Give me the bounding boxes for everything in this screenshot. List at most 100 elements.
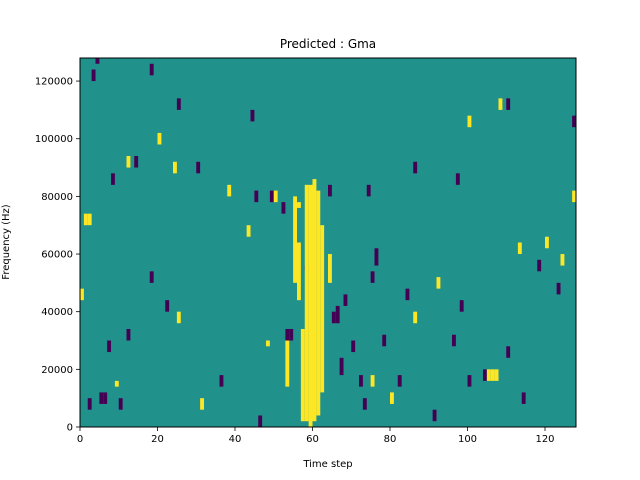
y-axis-label: Frequency (Hz) (1, 204, 12, 280)
heatmap-cell-high (413, 311, 418, 324)
heatmap-cell-high (293, 196, 298, 283)
x-tick-label: 20 (151, 434, 164, 445)
heatmap-cell-high (297, 202, 301, 208)
heatmap-cell-low (91, 69, 96, 82)
y-tick-label: 60000 (41, 250, 73, 261)
x-tick-label: 100 (458, 434, 477, 445)
heatmap-cell-low (343, 294, 348, 306)
heatmap-cell-high (390, 392, 394, 404)
heatmap-cell-low (254, 190, 259, 203)
heatmap-cell-high (285, 340, 290, 387)
heatmap-cell-low (459, 300, 464, 312)
heatmap-cell-high (300, 328, 305, 422)
heatmap-cell-low (351, 340, 356, 353)
heatmap-cell-low (176, 98, 181, 110)
heatmap-cell-high (157, 132, 162, 145)
y-tick-label: 20000 (41, 365, 73, 376)
heatmap-background (80, 58, 576, 427)
heatmap-cell-high (246, 225, 251, 237)
heatmap-cell-low (219, 375, 224, 387)
heatmap-cell-high (370, 375, 375, 387)
heatmap-cell-low (382, 334, 387, 347)
y-axis: 0 20000 40000 60000 80000 100000 120000 (35, 77, 80, 434)
heatmap-cell-low (285, 328, 290, 341)
heatmap-cell-high (467, 115, 472, 128)
heatmap-cell-low (432, 409, 437, 422)
heatmap-cell-low (359, 375, 363, 387)
heatmap-cell-low (126, 328, 131, 341)
heatmap-cell-low (366, 184, 371, 197)
heatmap-cell-low (196, 161, 201, 174)
y-tick-label: 120000 (35, 77, 73, 88)
heatmap-cell-high (308, 184, 313, 427)
heatmap-cell-high (498, 98, 503, 110)
heatmap-cell-high (560, 254, 565, 266)
heatmap-cell-high (545, 236, 549, 249)
y-tick-label: 100000 (35, 134, 73, 145)
heatmap-cell-high (436, 277, 441, 289)
heatmap-cell-low (413, 161, 418, 174)
heatmap-cell-high (297, 242, 301, 301)
heatmap-cell-high (304, 184, 309, 422)
heatmap-cell-high (517, 242, 522, 255)
heatmap-cell-low (467, 375, 472, 387)
heatmap-cell-low (111, 173, 115, 185)
heatmap-cell-high (114, 380, 119, 387)
heatmap-cell-low (506, 346, 511, 358)
heatmap-cell-high (328, 254, 332, 283)
heatmap-cell-low (374, 248, 379, 266)
x-tick-label: 60 (306, 434, 319, 445)
heatmap-cells (80, 58, 577, 427)
heatmap-cell-low (107, 340, 112, 353)
x-tick-label: 120 (535, 434, 554, 445)
heatmap-cell-low (258, 415, 263, 427)
heatmap-cell-low (397, 375, 402, 387)
heatmap-cell-low (103, 392, 108, 404)
plot-frame (79, 57, 577, 428)
heatmap-cell-low (149, 63, 154, 76)
heatmap-cell-low (118, 398, 123, 410)
heatmap-cell-high (490, 369, 495, 381)
heatmap-cell-low (521, 392, 526, 404)
x-tick-label: 40 (229, 434, 242, 445)
heatmap-cell-high (176, 311, 181, 324)
heatmap-cell-high (83, 213, 88, 226)
heatmap-cell-low (149, 271, 154, 283)
heatmap-cell-high (273, 190, 278, 203)
heatmap-cell-low (99, 392, 104, 404)
heatmap-cell-high (312, 179, 317, 422)
heatmap-cell-low (370, 271, 375, 283)
heatmap-cell-low (95, 58, 100, 64)
heatmap-cell-low (87, 398, 92, 410)
heatmap-cell-high (173, 161, 177, 174)
x-tick-label: 0 (77, 434, 83, 445)
heatmap-cell-high (80, 288, 84, 301)
heatmap-cell-low (506, 98, 511, 110)
heatmap-cell-high (227, 184, 232, 197)
heatmap-cell-low (269, 190, 274, 203)
heatmap-cell-high (320, 225, 325, 393)
heatmap-cell-high (126, 156, 131, 168)
x-tick-label: 80 (384, 434, 397, 445)
heatmap-cell-low (537, 259, 542, 272)
x-axis: 0 20 40 60 80 100 120 (77, 427, 555, 445)
heatmap-cell-high (200, 398, 205, 410)
heatmap-cell-low (281, 202, 286, 214)
y-tick-label: 0 (67, 423, 73, 434)
heatmap-plot-area (79, 57, 577, 428)
heatmap-cell-low (134, 156, 139, 168)
heatmap-cell-high (486, 369, 491, 381)
y-tick-label: 40000 (41, 307, 73, 318)
heatmap-cell-low (331, 311, 336, 324)
y-tick-label: 80000 (41, 192, 73, 203)
heatmap-cell-low (405, 288, 410, 301)
heatmap-cell-low (455, 173, 460, 185)
heatmap-cell-high (572, 190, 577, 203)
heatmap-cell-low (328, 184, 332, 197)
heatmap-cell-high (266, 340, 270, 347)
heatmap-cell-low (339, 357, 344, 376)
heatmap-cell-low (250, 109, 255, 122)
heatmap-cell-low (362, 398, 367, 410)
heatmap-cell-low (572, 115, 577, 128)
